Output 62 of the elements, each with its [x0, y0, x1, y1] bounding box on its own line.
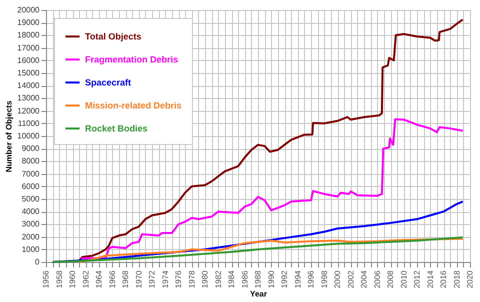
x-tick-label: 1960: [68, 270, 77, 288]
x-tick-label: 2004: [360, 270, 368, 288]
x-tick-label: 1996: [306, 270, 316, 288]
y-tick-label: 18000: [17, 30, 40, 40]
y-tick-label: 6000: [22, 182, 40, 191]
x-tick-label: 2016: [439, 270, 448, 288]
y-tick-label: 7000: [22, 169, 40, 178]
x-tick-label: 2018: [452, 270, 462, 288]
y-tick-label: 8000: [22, 156, 40, 166]
x-tick-label: 1980: [200, 270, 210, 288]
y-tick-label: 13000: [17, 94, 40, 103]
x-tick-label: 1976: [174, 270, 183, 288]
x-tick-label: 1970: [134, 270, 144, 288]
x-tick-label: 1962: [81, 270, 90, 288]
legend-label: Spacecraft: [85, 78, 132, 88]
x-tick-label: 1978: [187, 270, 196, 288]
y-tick-label: 4000: [22, 207, 40, 216]
y-tick-label: 0: [35, 258, 40, 266]
y-tick-label: 14000: [17, 81, 40, 90]
y-tick-label: 3000: [22, 220, 40, 229]
y-tick-label: 16000: [17, 56, 40, 65]
x-tick-label: 2012: [412, 270, 422, 288]
line-series: [80, 118, 464, 260]
x-tick-label: 1972: [148, 270, 156, 288]
y-tick-label: 9000: [22, 144, 40, 154]
x-tick-label: 1998: [320, 270, 329, 288]
x-tick-label: 1968: [121, 270, 130, 288]
x-tick-label: 2010: [399, 270, 408, 288]
x-axis-title: Year: [250, 289, 267, 298]
y-tick-label: 19000: [17, 18, 40, 28]
x-tick-label: 1992: [280, 270, 289, 288]
x-tick-label: 1958: [54, 270, 64, 288]
y-tick-label: 15000: [17, 68, 40, 78]
y-tick-label: 11000: [18, 118, 40, 128]
x-tick-label: 1956: [42, 270, 50, 288]
x-tick-label: 2006: [372, 270, 382, 288]
y-tick-label: 12000: [17, 106, 40, 116]
x-tick-label: 2000: [333, 270, 342, 288]
x-tick-label: 2020: [466, 270, 474, 288]
y-tick-label: 1000: [22, 244, 40, 254]
legend-label: Total Objects: [85, 32, 142, 42]
x-tick-label: 1974: [160, 270, 170, 288]
y-tick-label: 17000: [17, 43, 40, 52]
legend-label: Rocket Bodies: [85, 124, 148, 134]
x-tick-label: 1984: [227, 270, 236, 288]
y-tick-label: 10000: [17, 132, 40, 140]
legend-label: Fragmentation Debris: [85, 54, 178, 64]
x-tick-label: 2014: [426, 270, 435, 288]
y-axis-title: Number of Objects: [4, 100, 14, 172]
x-tick-label: 1994: [293, 270, 302, 288]
legend-label: Mission-related Debris: [85, 100, 182, 110]
x-tick-label: 1990: [266, 270, 276, 288]
x-tick-label: 1966: [108, 270, 117, 288]
x-tick-label: 2002: [346, 270, 356, 288]
x-tick-label: 2008: [386, 270, 395, 288]
x-tick-label: 1986: [240, 270, 250, 288]
y-tick-label: 5000: [22, 194, 40, 204]
y-tick-label: 2000: [22, 232, 40, 242]
x-tick-label: 1982: [214, 270, 223, 288]
x-tick-label: 1988: [254, 270, 262, 288]
y-tick-label: 20000: [17, 6, 40, 14]
x-tick-label: 1964: [94, 270, 104, 288]
